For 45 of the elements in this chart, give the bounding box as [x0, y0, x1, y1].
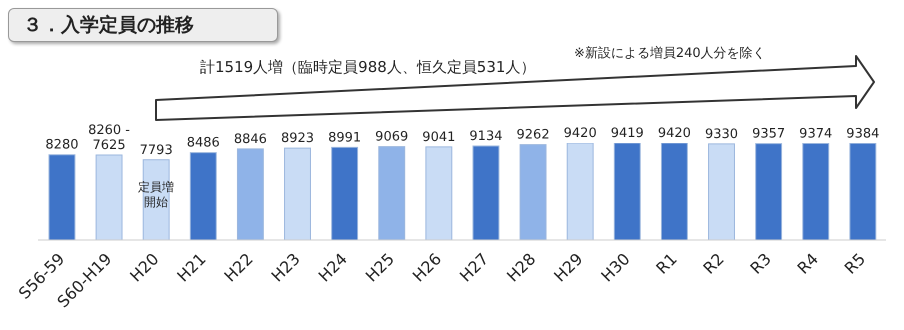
bar: [48, 154, 76, 240]
x-tick-label: R3: [746, 249, 775, 278]
bar: [520, 144, 547, 240]
data-label: 9420: [658, 126, 691, 141]
data-label: 8280: [45, 138, 78, 153]
data-label: 9262: [516, 128, 550, 143]
bar: [566, 143, 594, 240]
bar: [802, 143, 830, 240]
x-tick-label: R2: [699, 249, 728, 278]
data-label: 8923: [280, 131, 314, 146]
bar: [331, 146, 358, 240]
bar: [708, 143, 735, 240]
bar: [755, 143, 782, 240]
data-label: 9330: [704, 126, 738, 142]
bar: [378, 146, 406, 240]
text: ※新設による増員240人分を除く: [574, 44, 766, 62]
data-label: 9419: [610, 126, 644, 142]
bar: [614, 143, 641, 240]
data-label: 9384: [846, 126, 880, 142]
bar: [660, 143, 688, 240]
bar: [190, 152, 217, 240]
x-tick-label: H21: [173, 249, 210, 286]
bar: [849, 143, 876, 240]
data-label: 8486: [186, 136, 220, 151]
data-label: 7793: [140, 142, 173, 158]
text: 計1519人増（臨時定員988人、恒久定員531人）: [200, 58, 536, 77]
x-tick-label: R1: [652, 249, 681, 278]
data-label: 8260 - 7625: [88, 122, 130, 153]
bar: [96, 154, 123, 240]
data-label: 9041: [422, 130, 456, 145]
data-label: 9420: [564, 126, 597, 141]
data-label: 9357: [752, 126, 786, 142]
chart-title: ３．入学定員の推移: [8, 8, 278, 42]
data-label: 8846: [234, 132, 267, 147]
x-tick-label: R5: [840, 249, 870, 278]
bar: [236, 148, 264, 240]
bar: [284, 148, 311, 240]
bar: [472, 145, 500, 240]
bar: [425, 146, 452, 240]
data-label: 9374: [799, 126, 832, 142]
data-label: 9069: [375, 130, 408, 145]
annotation: 定員増開始: [136, 180, 175, 210]
x-tick-label: R4: [794, 249, 822, 278]
data-label: 9134: [469, 128, 502, 144]
data-label: 8991: [328, 130, 362, 146]
